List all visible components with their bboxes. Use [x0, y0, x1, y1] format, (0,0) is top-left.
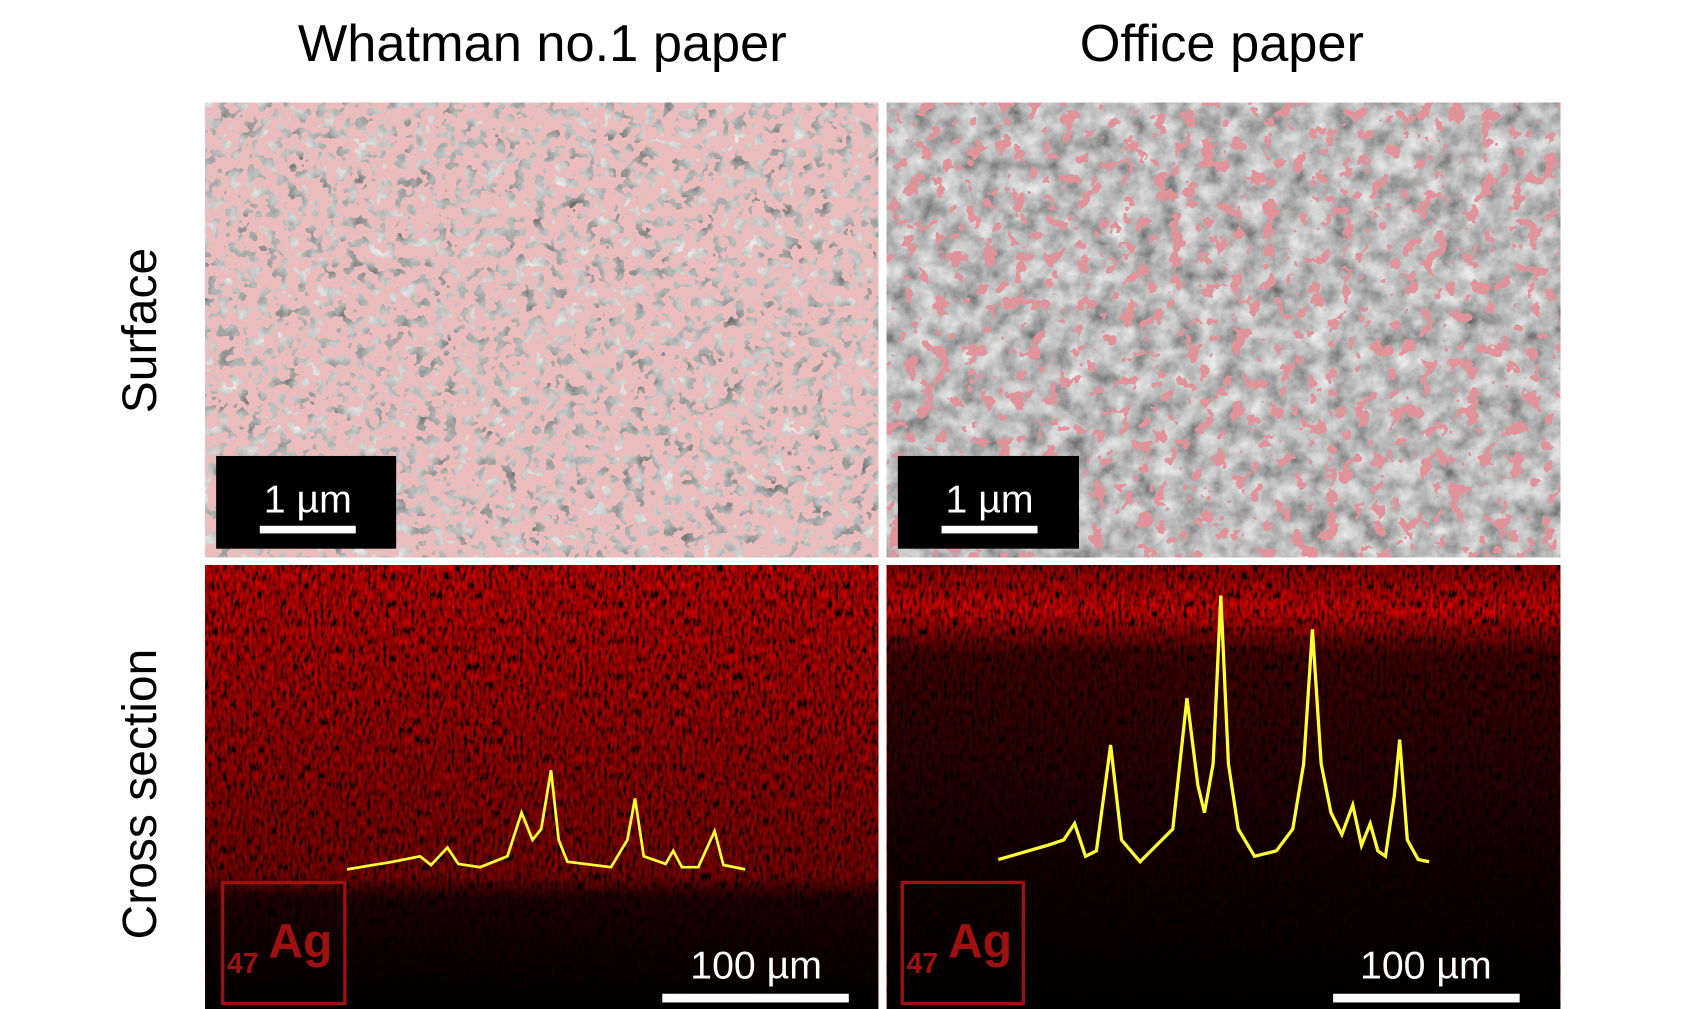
element-symbol: Ag — [948, 916, 1012, 969]
scale-bar-label: 1 µm — [946, 478, 1034, 522]
scale-bar-label: 1 µm — [264, 478, 352, 522]
atomic-number: 47 — [907, 948, 939, 980]
column-title: Office paper — [1080, 15, 1364, 73]
scale-bar-label: 100 µm — [690, 943, 822, 987]
row-label: Surface — [114, 248, 167, 413]
surface-right-panel: 1 µm — [887, 103, 1560, 558]
page: Whatman no.1 paper Office paper Surface … — [0, 0, 1702, 1009]
cross-left-panel: 47 Ag 100 µm — [205, 565, 878, 1009]
figure: Whatman no.1 paper Office paper Surface … — [0, 0, 1702, 1009]
surface-left-panel: 1 µm — [205, 103, 878, 558]
column-title: Whatman no.1 paper — [298, 15, 787, 73]
row-label: Cross section — [114, 649, 167, 940]
scale-bar-label: 100 µm — [1360, 943, 1492, 987]
element-symbol: Ag — [269, 916, 333, 969]
atomic-number: 47 — [227, 948, 259, 980]
cross-right-panel: 47 Ag 100 µm — [887, 565, 1560, 1009]
